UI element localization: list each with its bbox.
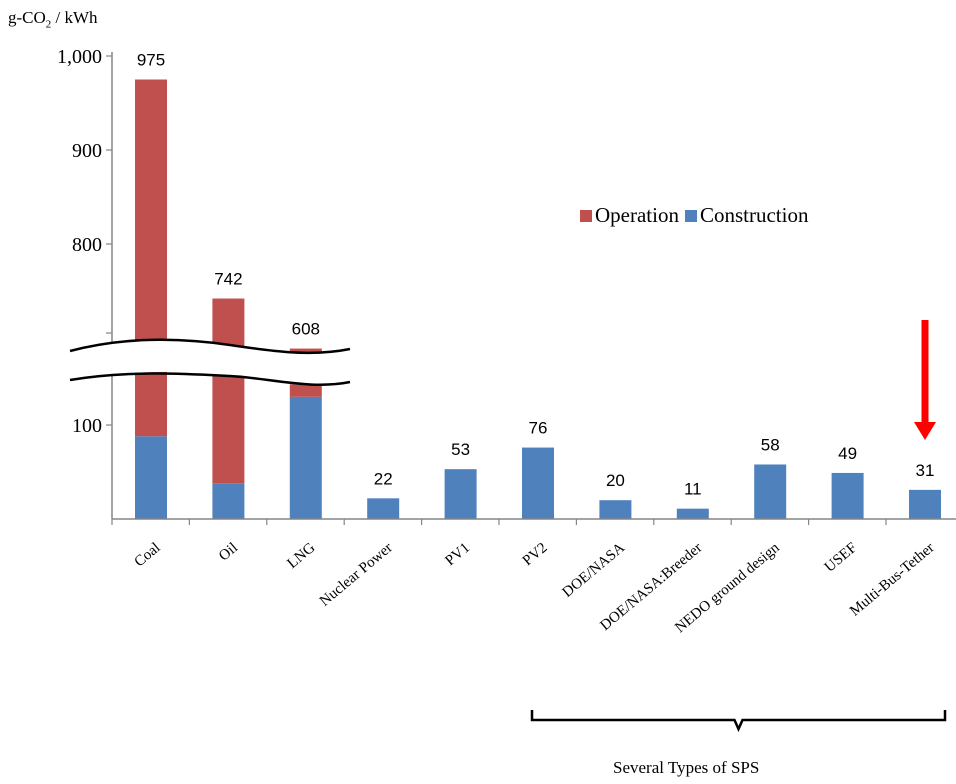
bar-construction [831, 472, 864, 519]
legend-item-construction: Construction [684, 203, 809, 228]
legend-item-operation: Operation [580, 203, 679, 228]
bar-construction [909, 489, 941, 519]
bar-operation [135, 79, 167, 437]
sps-group-bracket [530, 710, 947, 733]
sps-group-label: Several Types of SPS [613, 758, 760, 777]
axes-layer [106, 52, 956, 525]
bar-construction [522, 447, 554, 519]
data-label: 742 [214, 270, 242, 289]
bar-construction [676, 508, 709, 519]
category-label: USEF [822, 540, 860, 576]
category-label: Multi-Bus-Tether [847, 540, 938, 620]
data-label: 53 [451, 440, 470, 459]
bars-layer [135, 79, 941, 519]
category-label: PV2 [520, 540, 551, 569]
category-label: LNG [284, 540, 318, 572]
category-label: DOE/NASA [560, 540, 629, 601]
data-label: 76 [529, 419, 548, 438]
y-tick-label: 900 [72, 140, 102, 162]
axis-break-line-bottom [69, 372, 351, 386]
annotation-layer [530, 320, 947, 733]
y-tick-label: 1,000 [57, 46, 102, 68]
category-label: Nuclear Power [317, 540, 396, 610]
category-label: Oil [216, 540, 241, 565]
axis-break-layer [69, 338, 351, 386]
highlight-arrow-shaft [921, 320, 929, 424]
data-label: 975 [137, 51, 165, 70]
legend-swatch-construction [684, 209, 697, 222]
bar-construction [289, 396, 322, 519]
axis-break-gap [70, 339, 350, 386]
data-label: 20 [606, 471, 625, 490]
bar-construction [367, 498, 400, 519]
data-label: 58 [761, 435, 780, 454]
legend-label-operation: Operation [595, 203, 679, 227]
data-label: 49 [838, 444, 857, 463]
category-label: Coal [132, 540, 164, 570]
bar-construction [135, 436, 167, 519]
legend-swatch-operation [580, 209, 592, 222]
y-axis-unit-label: g-CO2 / kWh [8, 8, 98, 31]
bar-construction [444, 469, 477, 519]
y-tick-label: 800 [72, 234, 102, 256]
highlight-arrow-head [914, 422, 936, 440]
data-label: 608 [292, 320, 320, 339]
bar-construction [754, 464, 787, 519]
category-label: PV1 [442, 540, 473, 569]
legend-label-construction: Construction [699, 203, 809, 227]
data-label: 31 [916, 461, 935, 480]
bar-operation [212, 298, 245, 484]
legend: Operation Construction [580, 203, 814, 228]
data-label: 11 [684, 480, 702, 499]
data-label: 22 [374, 469, 393, 488]
axis-break-line-top [69, 338, 351, 355]
bar-construction [212, 483, 245, 519]
y-tick-label: 100 [72, 415, 102, 437]
bar-construction [599, 500, 632, 519]
